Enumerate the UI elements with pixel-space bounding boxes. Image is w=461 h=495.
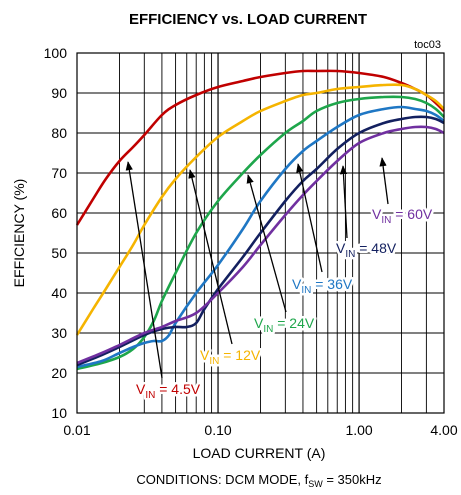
- annotation-rest: = 60V: [391, 206, 433, 222]
- annotation-rest: = 24V: [273, 315, 315, 331]
- conditions-prefix: CONDITIONS: DCM MODE, f: [136, 472, 308, 487]
- annotation-arrow: [382, 158, 388, 204]
- figure-id: toc03: [414, 39, 441, 51]
- annotation-sub: IN: [381, 215, 391, 226]
- annotation-rest: = 48V: [355, 240, 397, 256]
- annotation-label-2: VIN = 12V: [200, 347, 261, 367]
- x-tick-label: 1.00: [345, 422, 372, 438]
- y-tick-label: 50: [51, 245, 67, 261]
- y-tick-label: 80: [51, 125, 67, 141]
- y-tick-label: 90: [51, 85, 67, 101]
- y-tick-label: 20: [51, 365, 67, 381]
- annotation-label-5: VIN = 48V: [336, 240, 397, 260]
- y-tick-label: 60: [51, 205, 67, 221]
- annotation-rest: = 4.5V: [155, 381, 200, 397]
- y-tick-label: 70: [51, 165, 67, 181]
- chart-title: EFFICIENCY vs. LOAD CURRENT: [129, 11, 367, 28]
- annotation-sub: IN: [345, 249, 355, 260]
- conditions-note: CONDITIONS: DCM MODE, fSW = 350kHz: [136, 472, 381, 489]
- annotation-rest: = 12V: [219, 347, 261, 363]
- annotation-label-6: VIN = 60V: [372, 206, 433, 226]
- conditions-suffix: = 350kHz: [323, 472, 382, 487]
- x-axis-label: LOAD CURRENT (A): [193, 445, 326, 461]
- annotation-sub: IN: [301, 285, 311, 296]
- annotation-label-3: VIN = 24V: [254, 315, 315, 335]
- annotation-sub: IN: [209, 356, 219, 367]
- y-tick-label: 100: [44, 45, 68, 61]
- x-tick-label: 4.00: [430, 422, 457, 438]
- annotation-rest: = 36V: [311, 276, 353, 292]
- y-tick-label: 40: [51, 285, 67, 301]
- x-tick-label: 0.10: [204, 422, 231, 438]
- y-axis-label: EFFICIENCY (%): [11, 179, 27, 288]
- annotation-sub: IN: [263, 324, 273, 335]
- x-tick-label: 0.01: [63, 422, 90, 438]
- annotation-label-1: VIN = 4.5V: [136, 381, 201, 401]
- conditions-sub: SW: [308, 479, 323, 489]
- y-tick-label: 10: [51, 405, 67, 421]
- y-tick-label: 30: [51, 325, 67, 341]
- annotation-sub: IN: [145, 390, 155, 401]
